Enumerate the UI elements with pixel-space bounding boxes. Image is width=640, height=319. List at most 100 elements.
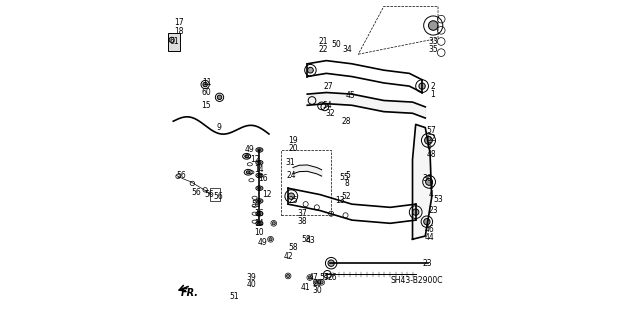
Circle shape xyxy=(426,178,433,185)
Text: 23: 23 xyxy=(422,259,432,268)
Text: 26: 26 xyxy=(328,273,338,282)
Text: 19: 19 xyxy=(288,136,298,145)
Circle shape xyxy=(328,260,334,266)
Polygon shape xyxy=(413,124,431,239)
Bar xyxy=(210,188,220,201)
Text: 14: 14 xyxy=(255,219,264,228)
Text: 13: 13 xyxy=(335,197,345,205)
Text: FR.: FR. xyxy=(181,288,199,298)
Text: 49: 49 xyxy=(258,238,268,247)
Text: 3: 3 xyxy=(428,182,433,191)
Text: 56: 56 xyxy=(213,192,223,201)
Text: 41: 41 xyxy=(301,283,310,292)
Text: 62: 62 xyxy=(426,134,436,143)
Text: 2: 2 xyxy=(431,82,435,91)
Text: 21: 21 xyxy=(319,37,328,46)
Text: 49: 49 xyxy=(245,145,255,154)
Text: 20: 20 xyxy=(288,144,298,153)
Text: 4: 4 xyxy=(428,190,433,199)
Text: 59: 59 xyxy=(252,200,261,209)
Ellipse shape xyxy=(258,212,261,215)
Text: 45: 45 xyxy=(346,91,355,100)
Circle shape xyxy=(272,222,275,225)
Text: 17: 17 xyxy=(174,18,184,27)
Text: 57: 57 xyxy=(426,126,436,135)
Text: 35: 35 xyxy=(428,45,438,54)
Text: 28: 28 xyxy=(341,117,351,126)
Circle shape xyxy=(428,21,438,30)
Text: 29: 29 xyxy=(312,279,322,288)
Text: 32: 32 xyxy=(325,109,335,118)
Text: 25: 25 xyxy=(288,197,298,205)
Text: 34: 34 xyxy=(342,45,352,54)
Text: 10: 10 xyxy=(255,228,264,237)
Text: 11: 11 xyxy=(202,78,211,87)
Circle shape xyxy=(218,95,221,100)
Text: 37: 37 xyxy=(298,209,307,218)
Circle shape xyxy=(424,219,430,225)
Circle shape xyxy=(315,281,318,284)
Text: 58: 58 xyxy=(301,235,310,244)
Ellipse shape xyxy=(258,200,261,202)
Text: 58: 58 xyxy=(288,243,298,252)
Text: 56: 56 xyxy=(177,171,186,180)
Text: 40: 40 xyxy=(246,280,257,289)
Circle shape xyxy=(269,238,272,241)
Text: 46: 46 xyxy=(424,225,435,234)
Text: 55: 55 xyxy=(319,273,329,282)
Ellipse shape xyxy=(258,161,261,164)
Text: 42: 42 xyxy=(284,252,293,261)
Ellipse shape xyxy=(258,222,261,225)
Text: 12: 12 xyxy=(250,155,259,164)
Text: 5: 5 xyxy=(345,171,349,180)
Text: 27: 27 xyxy=(323,82,333,91)
Text: 39: 39 xyxy=(246,273,257,282)
Text: 16: 16 xyxy=(255,209,264,218)
Ellipse shape xyxy=(258,149,261,151)
Text: 15: 15 xyxy=(202,101,211,110)
Text: 50: 50 xyxy=(331,40,341,49)
Circle shape xyxy=(413,209,419,215)
Text: 38: 38 xyxy=(298,217,307,226)
Text: 24: 24 xyxy=(287,171,296,180)
Text: 53: 53 xyxy=(433,195,443,204)
Text: 9: 9 xyxy=(216,123,221,132)
Text: 23: 23 xyxy=(428,206,438,215)
Text: 12: 12 xyxy=(262,190,272,199)
Text: 56: 56 xyxy=(191,189,201,197)
Text: 51: 51 xyxy=(229,292,239,301)
Text: 18: 18 xyxy=(174,27,184,36)
Circle shape xyxy=(288,193,294,199)
Text: 47: 47 xyxy=(309,273,319,282)
Ellipse shape xyxy=(244,155,248,158)
Text: 43: 43 xyxy=(306,236,316,245)
Text: 7: 7 xyxy=(323,273,328,282)
Text: 36: 36 xyxy=(422,174,432,183)
Text: 22: 22 xyxy=(319,45,328,54)
Text: 44: 44 xyxy=(424,233,435,242)
Ellipse shape xyxy=(258,187,261,189)
Text: 30: 30 xyxy=(312,286,322,295)
Circle shape xyxy=(308,276,312,279)
Text: 52: 52 xyxy=(342,192,351,201)
Text: 55: 55 xyxy=(339,173,349,182)
Circle shape xyxy=(203,82,207,87)
Text: 6: 6 xyxy=(426,142,431,151)
Text: 60: 60 xyxy=(202,88,212,97)
Ellipse shape xyxy=(246,171,250,174)
Ellipse shape xyxy=(258,174,261,177)
Text: 33: 33 xyxy=(428,37,438,46)
Text: 54: 54 xyxy=(322,101,332,110)
Text: 61: 61 xyxy=(170,37,179,46)
Text: 1: 1 xyxy=(431,90,435,99)
Text: 31: 31 xyxy=(285,158,294,167)
Bar xyxy=(168,33,180,51)
Text: 56: 56 xyxy=(205,190,214,199)
Text: 14: 14 xyxy=(255,165,264,174)
Circle shape xyxy=(287,274,290,278)
Text: 16: 16 xyxy=(258,174,268,183)
Text: 8: 8 xyxy=(345,179,349,188)
Circle shape xyxy=(424,137,432,144)
Circle shape xyxy=(419,83,425,89)
Circle shape xyxy=(320,281,323,284)
